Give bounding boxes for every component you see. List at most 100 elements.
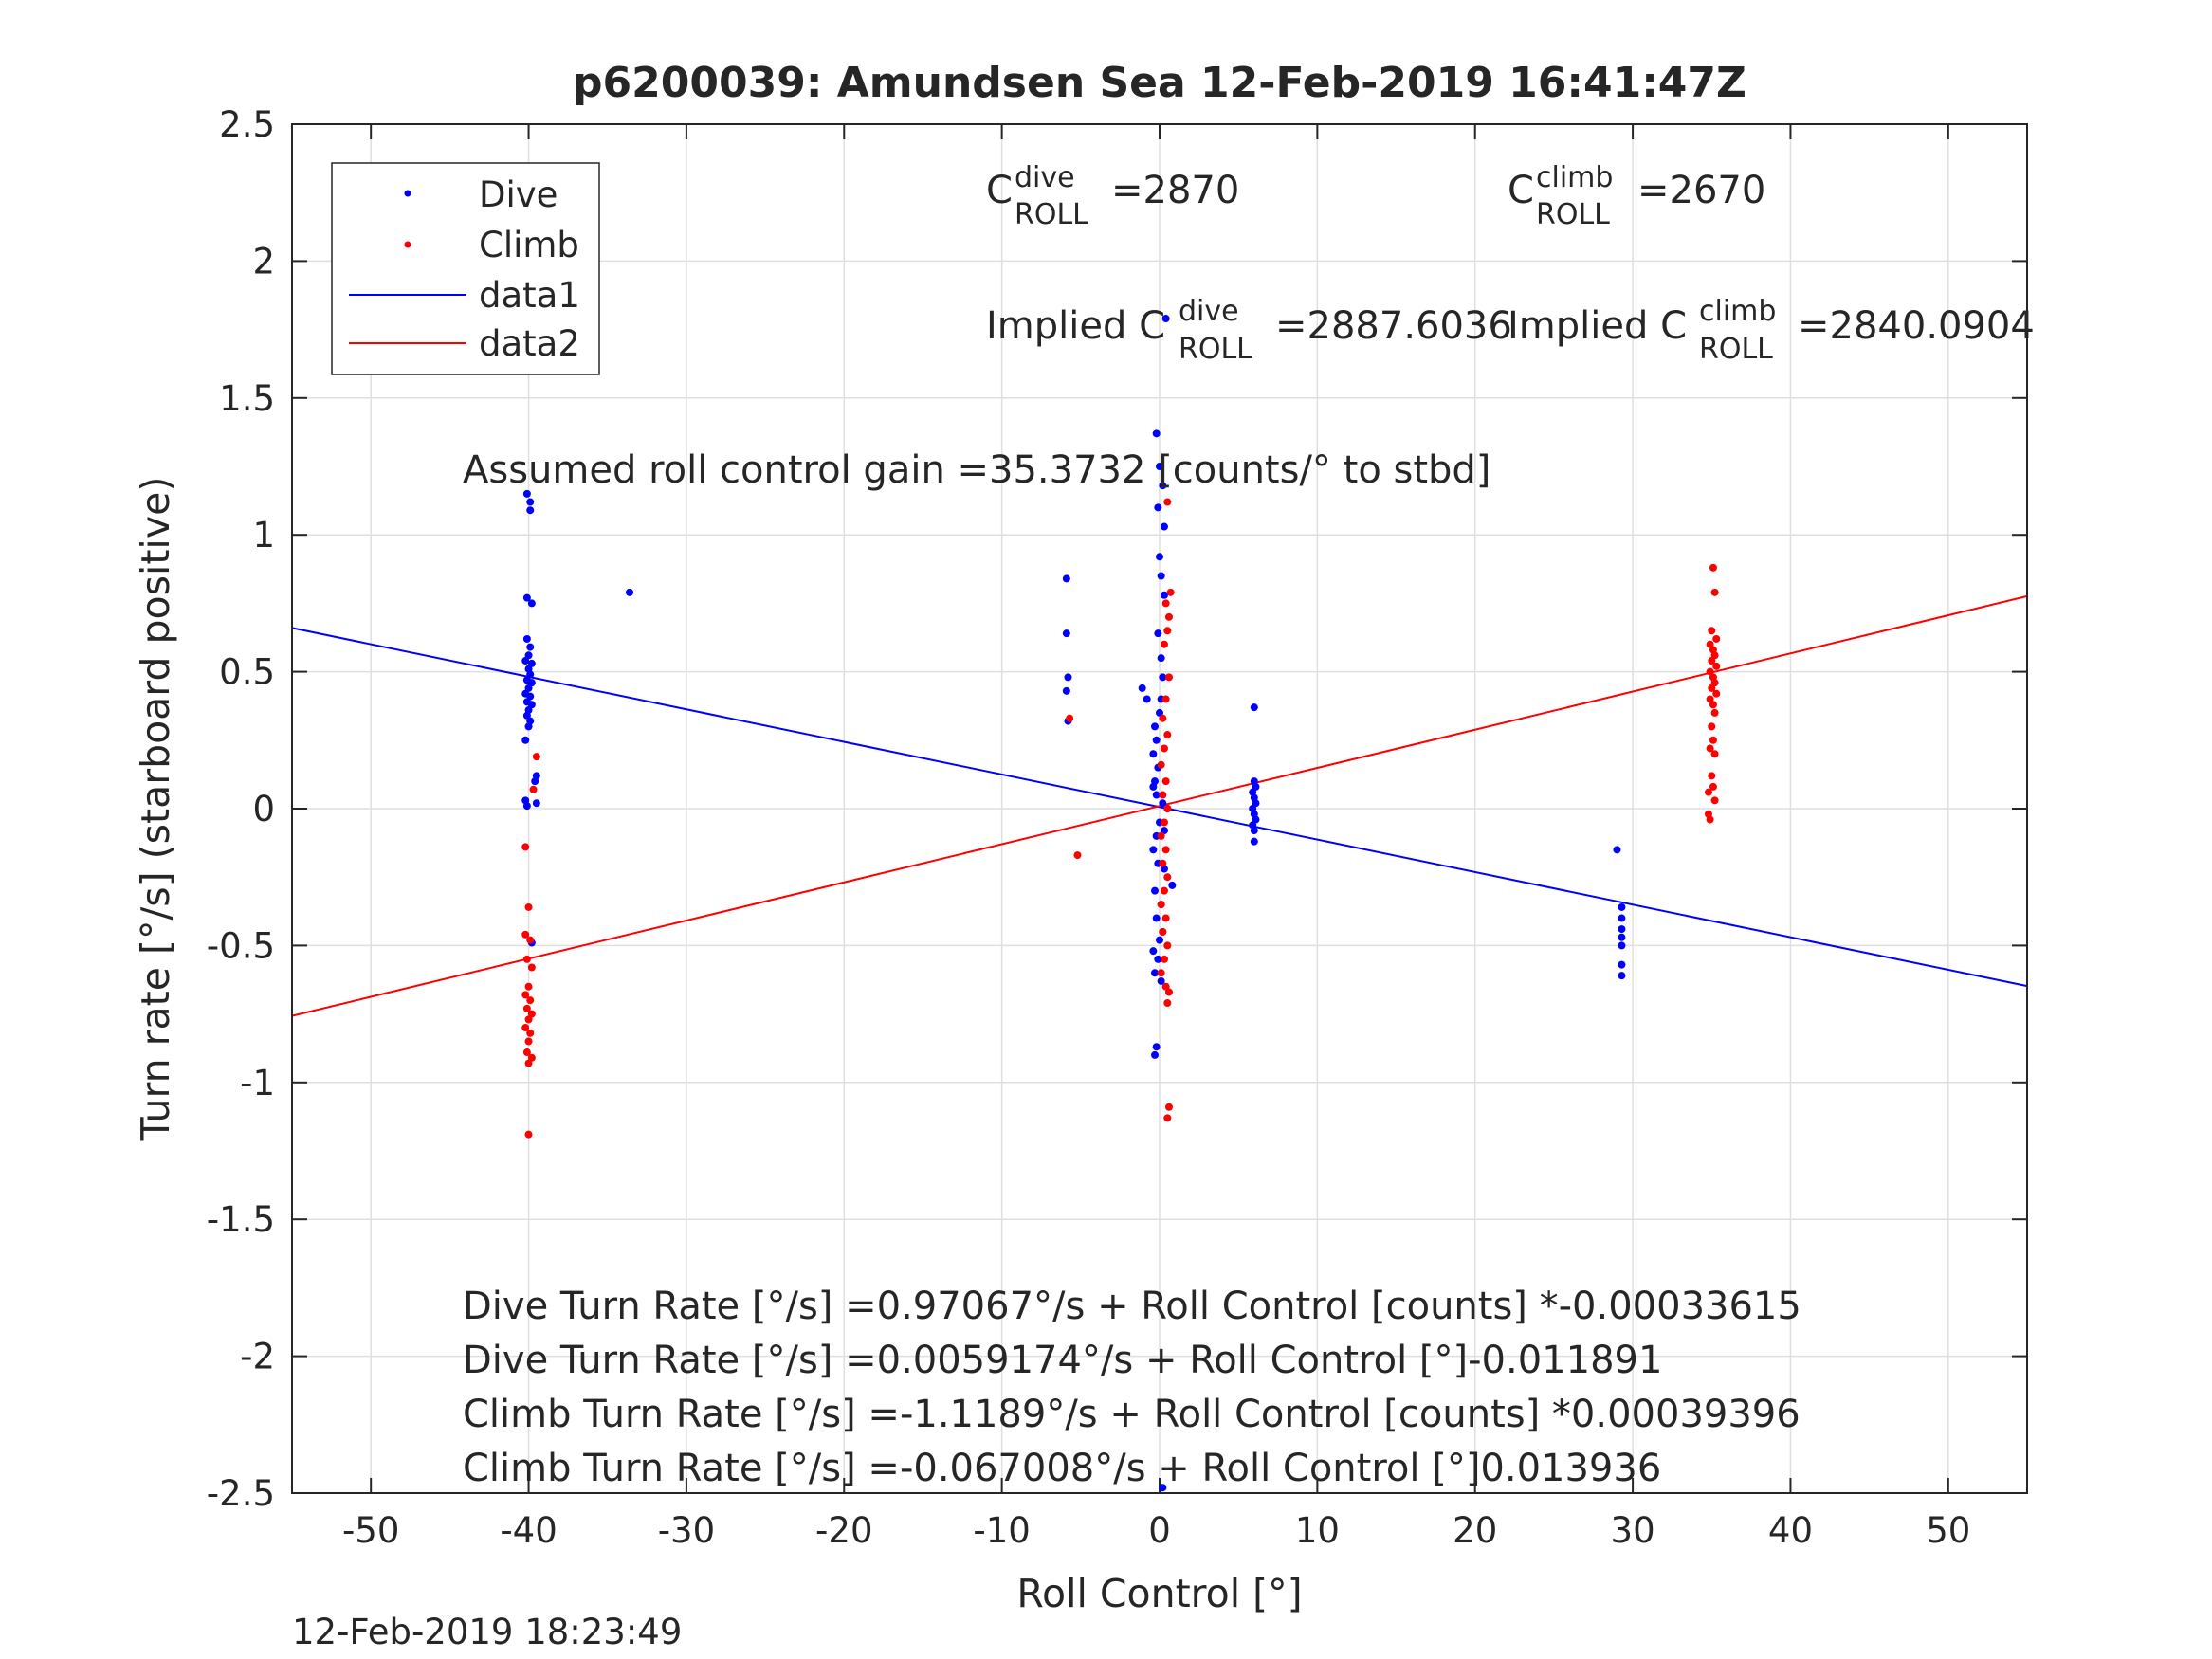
data-point-climb [1157, 969, 1165, 977]
chart-title: p6200039: Amundsen Sea 12-Feb-2019 16:41… [573, 59, 1746, 107]
data-point-dive [1159, 1484, 1167, 1492]
data-point-climb [1706, 667, 1714, 676]
data-point-climb [1163, 627, 1172, 635]
data-point-dive [1157, 572, 1165, 580]
data-point-climb [1164, 1103, 1173, 1111]
x-tick-label: 10 [1295, 1510, 1340, 1551]
data-point-climb [1157, 831, 1165, 840]
data-point-dive [1156, 936, 1163, 944]
annotation-eq3: Climb Turn Rate [°/s] =-1.1189°/s + Roll… [463, 1393, 1801, 1436]
data-point-dive [1151, 886, 1160, 895]
data-point-climb [1160, 640, 1168, 648]
y-tick-label: -0.5 [207, 925, 275, 966]
annotation-eq1: Dive Turn Rate [°/s] =0.97067°/s + Roll … [463, 1285, 1801, 1328]
data-point-dive [1618, 960, 1626, 969]
data-point-dive [524, 651, 533, 660]
data-point-dive [1618, 902, 1626, 911]
data-point-climb [521, 991, 530, 999]
data-point-dive [1149, 750, 1158, 758]
c-climb-value: =2670 [1637, 169, 1765, 212]
data-point-climb [1160, 744, 1168, 753]
data-point-dive [1168, 881, 1177, 889]
data-point-climb [526, 1029, 535, 1037]
legend-marker-dive [404, 190, 411, 197]
data-point-climb [1164, 612, 1173, 621]
data-point-climb [1161, 599, 1170, 608]
data-point-climb [1710, 750, 1719, 758]
data-point-dive [1250, 827, 1258, 835]
y-tick-label: 2.5 [219, 104, 275, 145]
data-point-climb [1159, 791, 1167, 799]
data-point-dive [1152, 429, 1161, 438]
data-point-climb [521, 1024, 530, 1032]
data-point-climb [522, 1048, 531, 1057]
data-point-climb [1708, 657, 1716, 665]
data-point-dive [527, 701, 536, 709]
y-tick-label: -2 [240, 1337, 275, 1377]
scatter-points [521, 315, 1721, 1492]
data-point-dive [521, 657, 530, 665]
data-point-climb [1704, 788, 1712, 796]
data-point-climb [1708, 772, 1716, 780]
data-point-climb [1159, 859, 1167, 867]
y-tick-label: 0 [252, 789, 275, 830]
x-tick-label: -10 [973, 1510, 1030, 1551]
footer-timestamp: 12-Feb-2019 18:23:49 [292, 1612, 682, 1652]
y-tick-label: -1.5 [207, 1199, 275, 1240]
implied-climb-sup: climb [1699, 295, 1776, 328]
data-point-dive [1618, 972, 1626, 980]
data-point-dive [524, 684, 533, 692]
x-tick-label: 50 [1926, 1510, 1970, 1551]
x-tick-label: -50 [342, 1510, 399, 1551]
fit-lines [291, 594, 2028, 1017]
data-point-dive [1152, 791, 1161, 799]
annotation-eq4: Climb Turn Rate [°/s] =-0.067008°/s + Ro… [463, 1447, 1661, 1490]
data-point-dive [1250, 837, 1258, 846]
data-point-climb [1073, 851, 1082, 860]
data-point-dive [532, 799, 540, 808]
data-point-climb [1712, 689, 1721, 698]
data-point-dive [522, 802, 531, 811]
data-point-dive [1618, 941, 1626, 950]
data-point-climb [1706, 695, 1714, 703]
x-tick-label: 0 [1148, 1510, 1171, 1551]
y-tick-label: 1 [252, 515, 275, 556]
data-point-climb [524, 902, 533, 911]
data-point-climb [1163, 873, 1172, 882]
data-point-climb [524, 982, 533, 991]
data-point-climb [1157, 901, 1165, 909]
data-point-dive [1157, 976, 1165, 985]
data-point-dive [1156, 463, 1163, 470]
data-point-climb [524, 1015, 533, 1024]
data-point-climb [1164, 988, 1173, 996]
legend-label-data1: data1 [479, 275, 580, 316]
y-tick-label: 0.5 [219, 652, 275, 693]
data-point-climb [1161, 914, 1170, 922]
data-point-dive [1062, 574, 1070, 583]
data-point-climb [1161, 695, 1170, 703]
data-point-climb [1066, 714, 1074, 722]
c-climb-sup: climb [1536, 161, 1613, 194]
data-point-climb [1160, 818, 1168, 827]
c-climb-base: C [1508, 169, 1534, 212]
implied-climb-base: Implied C [1508, 304, 1687, 348]
data-point-climb [1710, 651, 1719, 660]
data-point-climb [1708, 684, 1716, 692]
data-point-dive [1062, 629, 1070, 638]
data-point-climb [521, 843, 530, 851]
data-point-dive [521, 736, 530, 744]
data-point-dive [1613, 846, 1621, 854]
legend: Dive Climb data1 data2 [331, 162, 600, 375]
data-point-dive [1143, 695, 1151, 703]
c-dive-base: C [986, 169, 1013, 212]
implied-dive-sub: ROLL [1179, 333, 1252, 366]
data-point-climb [527, 1053, 536, 1062]
data-point-dive [1618, 933, 1626, 941]
data-point-dive [1151, 722, 1160, 731]
data-point-climb [1706, 640, 1714, 648]
c-dive-value: =2870 [1111, 169, 1239, 212]
data-point-dive [1159, 799, 1167, 808]
annotation-implied-climb: Implied C climb ROLL =2840.0904 [1508, 295, 2035, 366]
data-point-dive [1618, 925, 1626, 934]
annotation-eq2: Dive Turn Rate [°/s] =0.0059174°/s + Rol… [463, 1339, 1662, 1382]
